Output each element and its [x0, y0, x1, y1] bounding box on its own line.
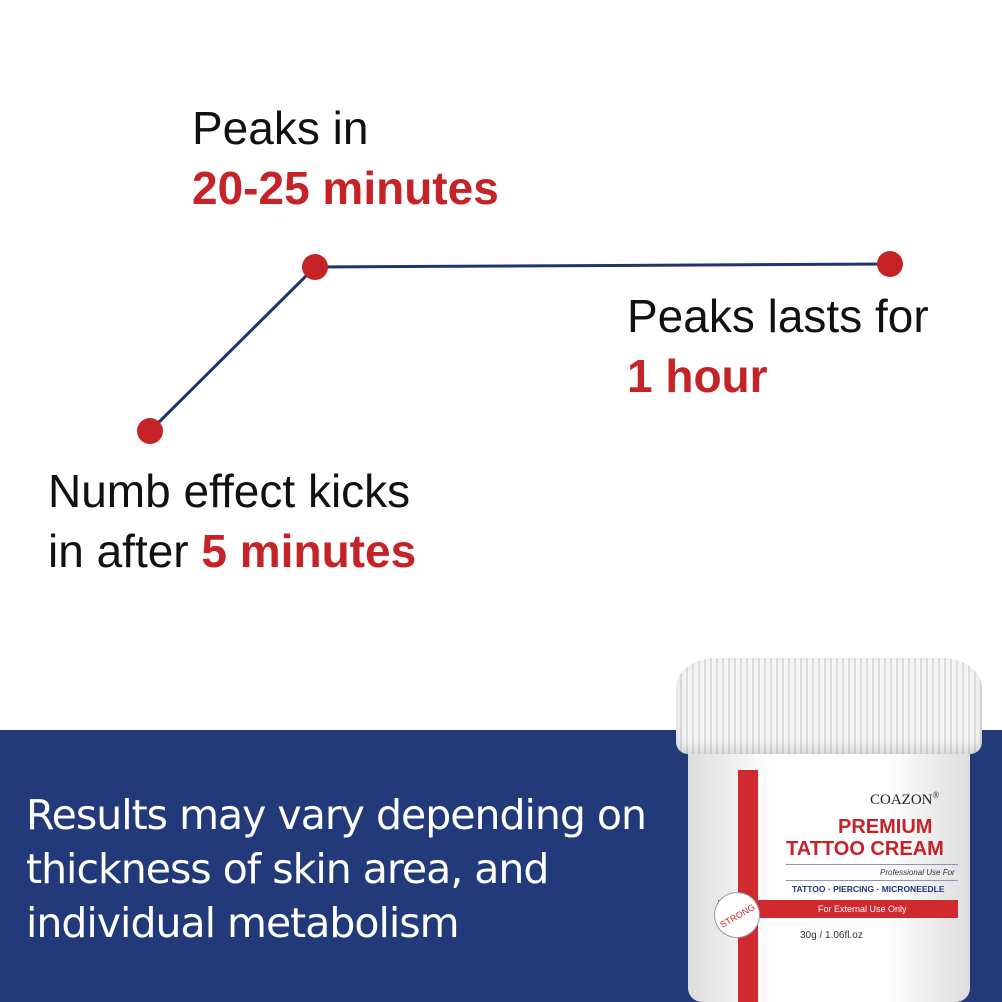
professional-use: Professional Use For: [880, 868, 955, 877]
peaks-in-value: 20-25 minutes: [192, 162, 499, 214]
results-note: Results may vary depending on thickness …: [26, 791, 647, 947]
peak-duration-label: Peaks lasts for: [627, 290, 929, 342]
strong-badge: STRONG: [705, 883, 769, 947]
net-weight: 30g / 1.06fl.oz: [800, 930, 863, 941]
peak-duration-value: 1 hour: [627, 350, 768, 402]
red-stripe: [738, 770, 758, 1002]
jar-lid: [676, 658, 982, 754]
point-peak-end: [877, 251, 903, 277]
product-jar: COAZON® PREMIUM TATTOO CREAM Professiona…: [676, 658, 982, 1002]
timeline-graph: [137, 251, 903, 444]
title-tattoo-cream: TATTOO CREAM: [786, 838, 944, 860]
brand: COAZON®: [870, 790, 940, 808]
numb-effect-label: Numb effect kicks: [48, 465, 411, 517]
external-use-banner: For External Use Only: [718, 900, 958, 918]
uses: TATTOO · PIERCING · MICRONEEDLE: [792, 884, 945, 894]
point-peak-start: [302, 254, 328, 280]
numb-prefix: in after: [48, 525, 202, 577]
title-premium: PREMIUM: [838, 816, 933, 838]
numb-effect-value: 5 minutes: [201, 525, 417, 577]
numb-effect-line2: in after 5 minutes: [48, 523, 416, 579]
point-5-minutes: [137, 418, 163, 444]
peaks-in-label: Peaks in: [192, 102, 369, 154]
jar-body: COAZON® PREMIUM TATTOO CREAM Professiona…: [688, 750, 970, 1002]
